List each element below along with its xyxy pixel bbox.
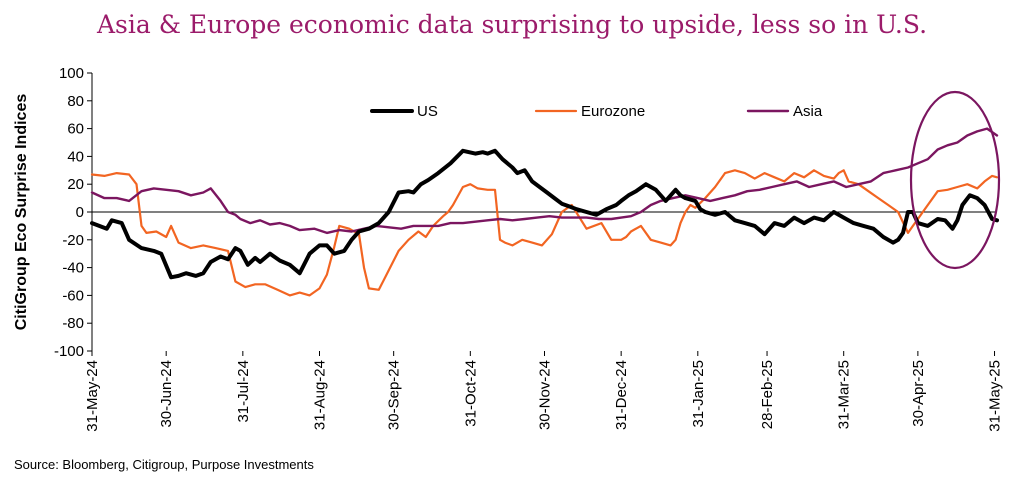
y-tick-label: 0 (76, 204, 84, 221)
x-tick-label: 31-May-24 (84, 360, 101, 432)
x-tick-label: 31-Aug-24 (311, 360, 328, 430)
y-tick-label: 60 (67, 121, 84, 138)
series-line-eurozone (90, 169, 999, 297)
y-tick-label: -80 (62, 315, 84, 332)
y-axis-label: CitiGroup Eco Surprise Indices (13, 94, 30, 331)
series-lines (90, 127, 999, 297)
highlight-ellipse (909, 90, 1001, 270)
x-tick-label: 30-Nov-24 (537, 360, 554, 430)
x-tick-label: 30-Sep-24 (386, 360, 403, 430)
series-line-asia (90, 127, 999, 235)
y-tick-label: -100 (54, 343, 84, 360)
legend-label-asia: Asia (793, 103, 823, 120)
y-tick-label: -40 (62, 260, 84, 277)
y-tick-label: 100 (59, 65, 84, 82)
x-tick-label: 30-Jun-24 (158, 360, 175, 428)
x-tick-label: 28-Feb-25 (759, 360, 776, 429)
chart-legend: US Eurozone Asia (370, 103, 823, 120)
x-tick-label: 31-Oct-24 (462, 360, 479, 427)
series-line-us (90, 148, 999, 280)
legend-label-us: US (417, 103, 438, 120)
x-tick-label: 31-Dec-24 (613, 360, 630, 430)
x-tick-label: 30-Apr-25 (910, 360, 927, 427)
x-tick-label: 31-May-25 (987, 360, 1004, 432)
x-tick-label: 31-Mar-25 (836, 360, 853, 429)
x-tick-labels: 31-May-24 30-Jun-24 31-Jul-24 31-Aug-24 30-S… (84, 351, 1004, 432)
y-tick-label: 20 (67, 176, 84, 193)
y-tick-labels: -100 -80 -60 -40 -20 0 20 40 60 80 100 (54, 65, 92, 360)
x-tick-label: 31-Jan-25 (690, 360, 707, 428)
y-tick-label: -20 (62, 232, 84, 249)
x-tick-label: 31-Jul-24 (235, 360, 252, 423)
legend-label-eurozone: Eurozone (581, 103, 645, 120)
chart-title: Asia & Europe economic data surprising t… (96, 10, 928, 39)
source-note: Source: Bloomberg, Citigroup, Purpose In… (14, 457, 314, 472)
y-tick-label: -60 (62, 287, 84, 304)
y-tick-label: 80 (67, 93, 84, 110)
y-tick-label: 40 (67, 148, 84, 165)
